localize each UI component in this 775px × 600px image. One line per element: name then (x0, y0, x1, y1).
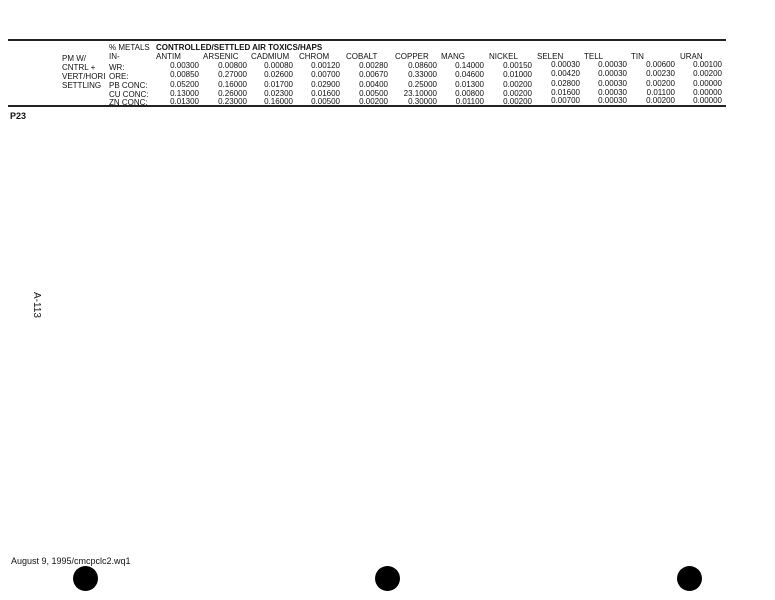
table-cell: 0.00670 (359, 70, 388, 79)
table-cell: 0.00200 (503, 80, 532, 89)
table-cell: 0.02900 (311, 80, 340, 89)
table-cell: 0.05200 (170, 80, 199, 89)
table-cell: 0.14000 (455, 61, 484, 70)
table-cell: 0.00200 (359, 97, 388, 106)
table-cell: 0.00420 (551, 69, 580, 78)
row-label: ZN CONC: (109, 98, 148, 107)
table-cell: 0.00600 (646, 60, 675, 69)
table-cell: 0.00700 (551, 96, 580, 105)
table-cell: 0.01100 (646, 88, 675, 97)
table-cell: 0.02800 (551, 79, 580, 88)
table-cell: 0.27000 (218, 70, 247, 79)
table-cell: 0.04600 (455, 70, 484, 79)
table-title: CONTROLLED/SETTLED AIR TOXICS/HAPS (156, 43, 323, 52)
column-header: TELL (584, 52, 604, 61)
table-cell: 0.01100 (455, 97, 484, 106)
table-cell: 0.00280 (359, 61, 388, 70)
row-label: CU CONC: (109, 90, 149, 99)
row-label: PB CONC: (109, 81, 148, 90)
table-cell: 0.00030 (598, 69, 627, 78)
table-cell: 0.00200 (646, 79, 675, 88)
table-cell: 0.00200 (503, 89, 532, 98)
footer-text: August 9, 1995/cmcpclc2.wq1 (11, 556, 131, 566)
table-cell: 0.01300 (170, 97, 199, 106)
table-cell: 23.10000 (403, 89, 437, 98)
column-header: ANTIM (156, 52, 181, 61)
table-cell: 0.00030 (598, 88, 627, 97)
table-cell: 0.02300 (264, 89, 293, 98)
column-header: NICKEL (489, 52, 518, 61)
table-cell: 0.23000 (218, 97, 247, 106)
column-header: COPPER (395, 52, 429, 61)
table-cell: 0.00800 (218, 61, 247, 70)
table-cell: 0.00120 (311, 61, 340, 70)
table-cell: 0.00200 (646, 96, 675, 105)
punch-hole-right (677, 566, 702, 591)
column-header: CHROM (299, 52, 330, 61)
table-cell: 0.00800 (455, 89, 484, 98)
table-cell: 0.00150 (503, 61, 532, 70)
table-cell: 0.00500 (311, 97, 340, 106)
column-header: SELEN (537, 52, 564, 61)
in-header: IN- (109, 52, 120, 61)
stub-settling: SETTLING (62, 81, 102, 90)
table-cell: 0.00500 (359, 89, 388, 98)
table-cell: 0.00700 (311, 70, 340, 79)
punch-hole-left (73, 566, 98, 591)
column-header: TIN (631, 52, 644, 61)
table-cell: 0.16000 (218, 80, 247, 89)
page-label: P23 (10, 111, 27, 121)
table-cell: 0.00030 (551, 60, 580, 69)
table-cell: 0.00850 (170, 70, 199, 79)
table-cell: 0.00400 (359, 80, 388, 89)
column-header: URAN (680, 52, 703, 61)
column-header: MANG (441, 52, 465, 61)
table-cell: 0.08600 (408, 61, 437, 70)
table-cell: 0.00000 (693, 96, 722, 105)
bottom-rule (8, 105, 726, 107)
table-cell: 0.01000 (503, 70, 532, 79)
column-header: COBALT (346, 52, 378, 61)
metals-header: % METALS (109, 43, 150, 52)
row-label: ORE: (109, 72, 129, 81)
stub-cntrl: CNTRL + (62, 63, 96, 72)
table-cell: 0.00030 (598, 60, 627, 69)
table-cell: 0.00000 (693, 88, 722, 97)
row-label: WR: (109, 63, 125, 72)
table-cell: 0.00300 (170, 61, 199, 70)
column-header: CADMIUM (251, 52, 290, 61)
table-cell: 0.00080 (264, 61, 293, 70)
table-cell: 0.26000 (218, 89, 247, 98)
table-cell: 0.00200 (503, 97, 532, 106)
table-cell: 0.00030 (598, 79, 627, 88)
table-cell: 0.13000 (170, 89, 199, 98)
table-cell: 0.25000 (408, 80, 437, 89)
table-cell: 0.00230 (646, 69, 675, 78)
top-rule (8, 39, 726, 41)
stub-pm: PM W/ (62, 54, 86, 63)
table-cell: 0.01700 (264, 80, 293, 89)
table-cell: 0.30000 (408, 97, 437, 106)
table-cell: 0.01300 (455, 80, 484, 89)
column-header: ARSENIC (203, 52, 239, 61)
table-cell: 0.00200 (693, 69, 722, 78)
table-cell: 0.01600 (311, 89, 340, 98)
side-page-number: A-113 (31, 292, 42, 318)
table-cell: 0.00030 (598, 96, 627, 105)
stub-vert: VERT/HORI (62, 72, 106, 81)
table-cell: 0.33000 (408, 70, 437, 79)
table-cell: 0.01600 (551, 88, 580, 97)
table-cell: 0.00000 (693, 79, 722, 88)
table-cell: 0.16000 (264, 97, 293, 106)
punch-hole-center (375, 566, 400, 591)
table-cell: 0.00100 (693, 60, 722, 69)
table-cell: 0.02600 (264, 70, 293, 79)
